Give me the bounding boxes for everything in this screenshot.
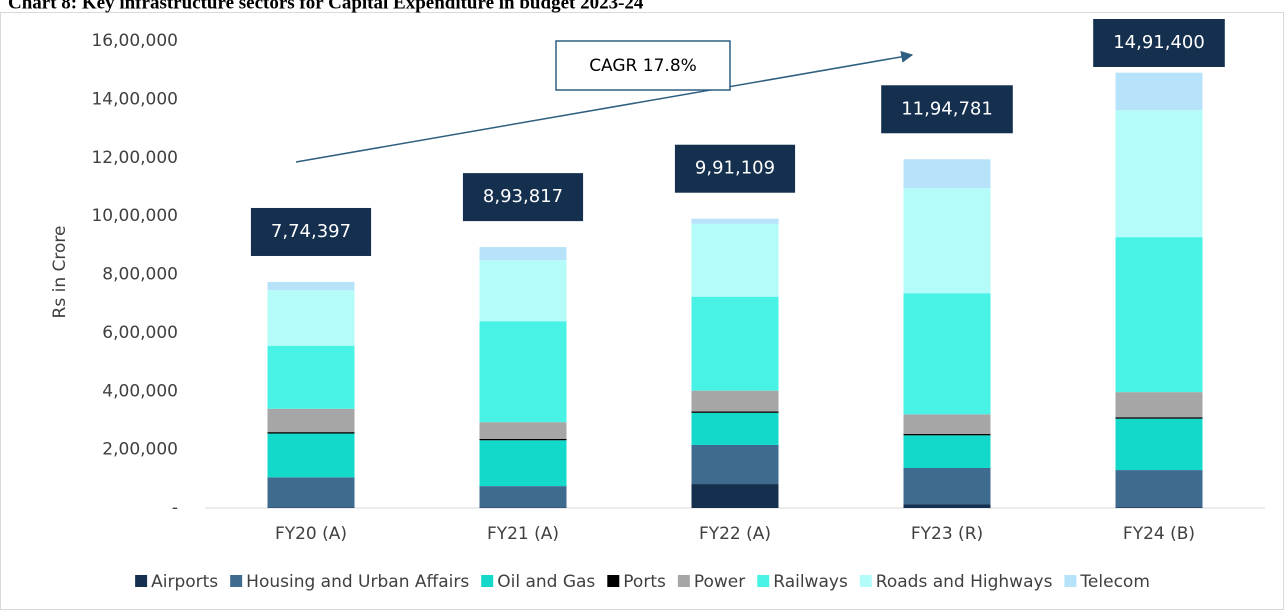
bar-segment (691, 411, 779, 413)
total-box (250, 207, 372, 256)
bar-segment (267, 433, 355, 478)
y-tick-label: 4,00,000 (102, 381, 178, 401)
bar-segment (1115, 392, 1203, 418)
legend-label: Airports (151, 572, 218, 592)
x-tick-label: FY24 (B) (1123, 524, 1195, 544)
bar-segment (691, 444, 779, 485)
bar-segment (1115, 237, 1203, 393)
total-label-box: 8,93,817 (462, 173, 584, 222)
legend-swatch (1064, 575, 1077, 587)
x-tick-label: FY21 (A) (487, 524, 559, 544)
legend: Airports Housing and Urban Affairs Oil and… (135, 572, 1150, 592)
bar-segment (479, 247, 567, 261)
legend-label: Ports (623, 572, 666, 592)
x-tick-label: FY23 (R) (911, 524, 983, 544)
legend-label: Telecom (1079, 572, 1149, 592)
bar-segment (267, 408, 355, 433)
legend-swatch (230, 575, 243, 587)
bar-segment (267, 345, 355, 409)
bar-segment (1115, 507, 1203, 508)
x-tick-label: FY22 (A) (699, 524, 771, 544)
total-label: 11,94,781 (901, 98, 993, 119)
legend-swatch (135, 575, 148, 587)
y-tick-label: 10,00,000 (91, 206, 178, 226)
bar-segment (1115, 110, 1203, 238)
bar-segment (691, 218, 779, 224)
bar-segment (1115, 470, 1203, 508)
y-tick-label: 12,00,000 (91, 148, 178, 168)
total-box (462, 173, 584, 222)
total-label: 7,74,397 (271, 221, 351, 242)
legend-label: Power (694, 572, 745, 592)
bar-segment (479, 321, 567, 423)
bar-segment (903, 435, 991, 469)
legend-swatch (677, 575, 690, 587)
bar-segment (479, 260, 567, 322)
total-label: 14,91,400 (1113, 32, 1205, 53)
x-tick-label: FY20 (A) (275, 524, 347, 544)
legend-label: Railways (773, 572, 848, 592)
legend-label: Roads and Highways (876, 572, 1053, 592)
y-tick-label: 2,00,000 (102, 440, 178, 460)
bar-segment (691, 223, 779, 297)
bar-segment (267, 281, 355, 291)
y-tick-label: - (172, 498, 178, 518)
y-tick-label: 6,00,000 (102, 323, 178, 343)
bar-segment (479, 507, 567, 508)
bar-segment (691, 296, 779, 391)
y-axis-title: Rs in Crore (50, 226, 70, 319)
bar-segment (691, 484, 779, 508)
total-label-box: 7,74,397 (250, 207, 372, 256)
bar-segment (1115, 418, 1203, 471)
bar-segment (691, 390, 779, 412)
total-label-box: 14,91,400 (1093, 19, 1225, 67)
bar-segment (903, 159, 991, 189)
bar-segment (903, 414, 991, 434)
bar-segment (479, 438, 567, 441)
bar-segment (903, 468, 991, 505)
legend-label: Housing and Urban Affairs (246, 572, 469, 592)
bar-segment (1115, 72, 1203, 111)
bar-segment (267, 477, 355, 508)
total-label-box: 9,91,109 (674, 144, 796, 193)
bar-segment (479, 486, 567, 508)
y-tick-label: 14,00,000 (91, 89, 178, 109)
cagr-box (555, 40, 731, 91)
total-box (674, 144, 796, 193)
bar-segment (903, 188, 991, 294)
y-tick-label: 16,00,000 (91, 31, 178, 51)
total-label: 8,93,817 (483, 186, 563, 207)
total-box (1093, 19, 1225, 67)
bar-segment (903, 293, 991, 415)
bar-segment (267, 507, 355, 508)
chart-border (0, 12, 1284, 610)
legend-swatch (607, 575, 620, 587)
legend-label: Oil and Gas (497, 572, 595, 592)
legend-swatch (757, 575, 770, 587)
total-box (881, 85, 1013, 134)
cagr-arrow (295, 50, 914, 163)
bar-segment (903, 433, 991, 436)
legend-swatch (859, 575, 872, 587)
y-tick-label: 8,00,000 (102, 265, 178, 285)
bar-segment (1115, 417, 1203, 419)
bar-segment (691, 412, 779, 445)
cagr-label: CAGR 17.8% (589, 56, 697, 76)
bar-segment (479, 422, 567, 439)
bar-segment (903, 504, 991, 508)
legend-swatch (481, 575, 494, 587)
bar-segment (267, 432, 355, 434)
chart-title: Chart 8: Key infrastructure sectors for … (8, 0, 644, 13)
bar-segment (267, 290, 355, 346)
bar-segment (479, 440, 567, 487)
total-label: 9,91,109 (695, 158, 775, 179)
total-label-box: 11,94,781 (881, 85, 1013, 134)
